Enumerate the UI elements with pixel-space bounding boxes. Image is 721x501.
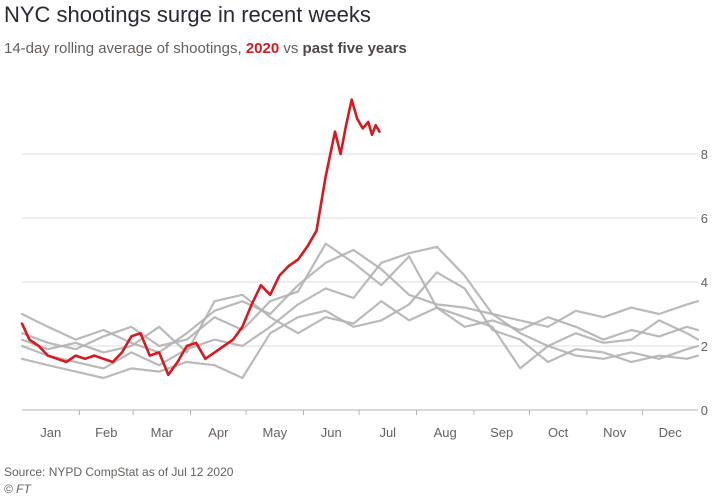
series-line-past-year-1 (20, 248, 700, 354)
x-tick-label-nov: Nov (603, 425, 627, 440)
y-tick-label-2: 2 (701, 339, 708, 354)
subtitle-mid: vs (279, 40, 303, 57)
x-tick-label-sep: Sep (490, 425, 513, 440)
x-tick-label-mar: Mar (151, 425, 174, 440)
y-tick-label-4: 4 (701, 275, 708, 290)
series-line-past-year-2 (20, 245, 700, 370)
x-tick-label-jul: Jul (379, 425, 396, 440)
x-tick-label-may: May (263, 425, 288, 440)
x-axis-labels: Jan Feb Mar Apr May Jun Jul Aug Sep Oct Nov Dec (40, 425, 682, 440)
y-tick-label-0: 0 (701, 403, 708, 418)
subtitle-comparison: past five years (302, 40, 407, 57)
x-tick-label-jan: Jan (40, 425, 61, 440)
series-line-past-year-5 (20, 293, 700, 370)
gridlines (22, 153, 698, 411)
series-lines (20, 98, 700, 380)
x-tick-label-apr: Apr (208, 425, 229, 440)
x-tick-label-aug: Aug (434, 425, 457, 440)
series-line-past-year-3 (20, 242, 700, 351)
series-line-2020 (20, 98, 381, 377)
x-axis-ticks (78, 410, 643, 415)
subtitle-highlight-2020: 2020 (245, 40, 280, 57)
chart-title: NYC shootings surge in recent weeks (4, 2, 371, 27)
series-line-past-year-4 (20, 271, 700, 380)
y-tick-label-6: 6 (701, 211, 708, 226)
y-axis-labels: 0 2 4 6 8 (701, 147, 708, 418)
source-note: Source: NYPD CompStat as of Jul 12 2020 (4, 465, 234, 479)
x-tick-label-jun: Jun (321, 425, 342, 440)
subtitle-prefix: 14-day rolling average of shootings, (4, 40, 246, 57)
y-tick-label-8: 8 (701, 147, 708, 162)
credit-note: © FT (4, 482, 31, 496)
chart-subtitle: 14-day rolling average of shootings, 202… (4, 40, 407, 57)
x-tick-label-dec: Dec (659, 425, 683, 440)
x-tick-label-oct: Oct (548, 425, 569, 440)
x-tick-label-feb: Feb (95, 425, 117, 440)
